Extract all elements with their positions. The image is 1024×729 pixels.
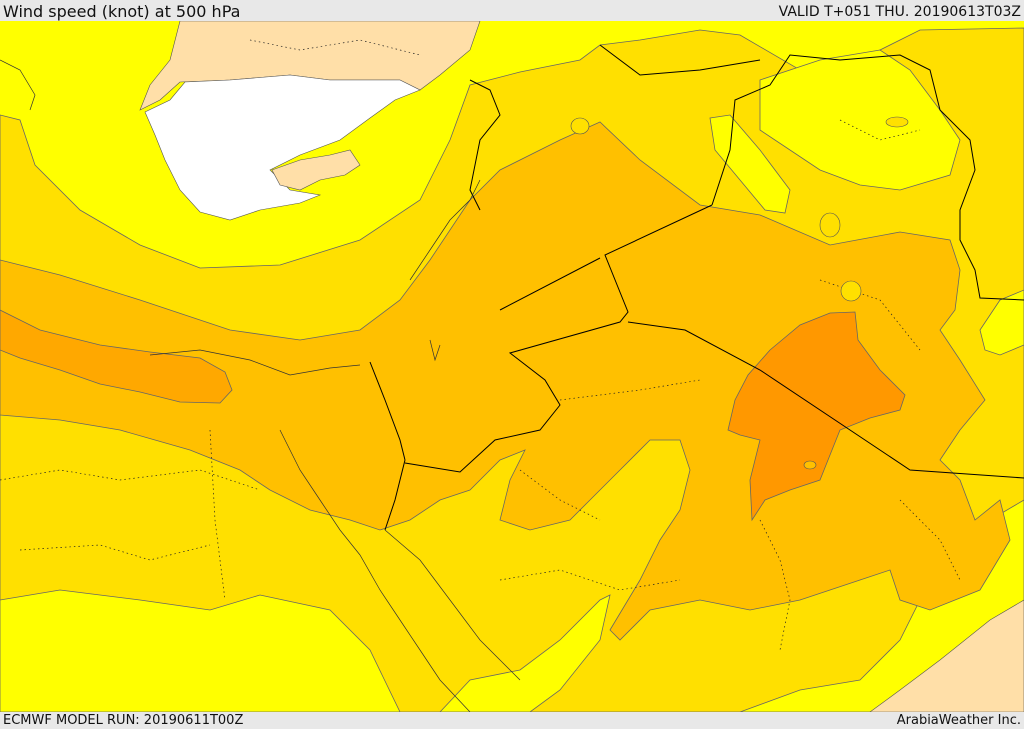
- band-lightest-patch-east: [979, 289, 1024, 356]
- sea-mask-white: [144, 74, 421, 221]
- band-lightest-patch-s: [439, 594, 611, 712]
- lake-4: [819, 212, 841, 238]
- header-bar: Wind speed (knot) at 500 hPa VALID T+051…: [0, 0, 1024, 21]
- model-run: ECMWF MODEL RUN: 20190611T00Z: [3, 713, 244, 728]
- land-mask-se: [869, 599, 1024, 712]
- band-strong-west: [0, 309, 233, 404]
- map-title: Wind speed (knot) at 500 hPa: [3, 2, 241, 21]
- island-mask: [271, 149, 361, 191]
- provider-credit: ArabiaWeather Inc.: [896, 713, 1021, 728]
- footer-bar: ECMWF MODEL RUN: 20190611T00Z ArabiaWeat…: [0, 712, 1024, 729]
- band-strongest-east: [727, 311, 906, 522]
- coastlines: [0, 59, 521, 712]
- band-lightest-patch-ne: [759, 49, 961, 191]
- lake-5: [570, 117, 590, 135]
- country-borders: [369, 44, 1024, 531]
- band-lightest-patch-sw: [0, 589, 401, 712]
- admin-boundaries: [0, 39, 961, 651]
- wind-speed-map[interactable]: [0, 21, 1024, 712]
- lake-3: [803, 460, 817, 470]
- band-lightest-patch-small: [709, 114, 791, 214]
- valid-time: VALID T+051 THU. 20190613T03Z: [778, 4, 1021, 20]
- lake-1: [885, 116, 909, 128]
- lake-2: [840, 280, 862, 302]
